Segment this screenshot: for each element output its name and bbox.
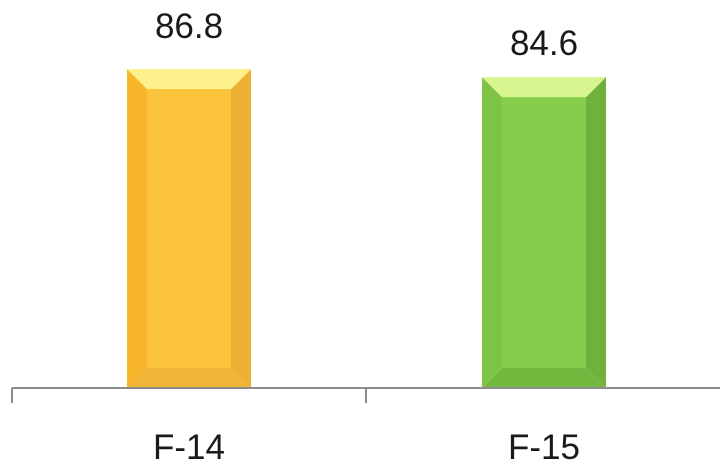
bar-f-15-left-bevel [482,77,502,388]
bar-f-14 [127,69,251,388]
bar-f-15 [482,77,606,388]
x-tick-label-f-14: F-14 [153,428,225,467]
bar-f-15-bottom-bevel [482,368,606,388]
bar-f-15-right-bevel [586,77,606,388]
bar-f-14-right-bevel [231,69,251,388]
bars-group [127,69,606,388]
data-label-f-15: 84.6 [510,24,578,63]
bar-f-15-face [502,97,586,368]
bar-f-14-face [147,89,231,368]
bar-f-14-left-bevel [127,69,147,388]
x-tick-label-f-15: F-15 [508,428,580,467]
bar-f-15-top-bevel [482,77,606,98]
bar-f-14-top-bevel [127,69,251,89]
data-label-f-14: 86.8 [155,7,223,46]
bar-f-14-bottom-bevel [127,368,251,388]
